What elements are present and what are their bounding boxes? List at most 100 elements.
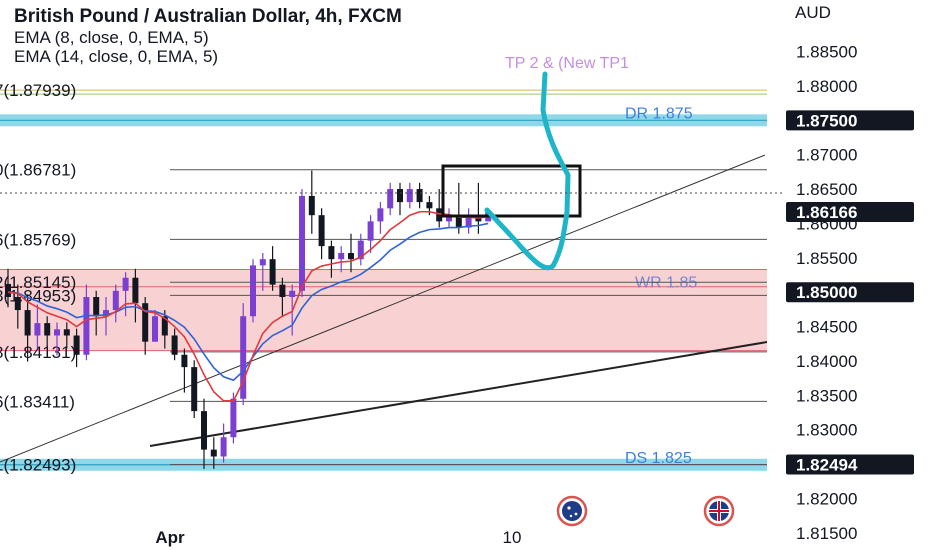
axis-currency-label: AUD [795,3,831,22]
candle-body-0 [5,283,11,297]
candle-body-14 [142,303,149,342]
price-tag-0 [786,110,914,131]
trendline-layer [0,154,768,463]
x-axis-ticks: Apr 10 [155,528,521,547]
candle-body-24 [240,316,247,399]
y-tick-1: 1.82000 [796,489,857,508]
price-tag-1 [786,202,914,223]
time-axis [0,527,785,550]
y-tick-2: 1.83000 [796,421,857,440]
candle-body-22 [220,437,227,457]
price-tag-label-2: 1.85000 [796,283,857,302]
y-tick-9: 1.87000 [796,146,857,165]
candle-body-33 [328,246,335,260]
candle-body-40 [397,189,403,203]
candle-body-16 [161,316,168,336]
candle-body-3 [34,323,41,336]
y-tick-0: 1.81500 [796,524,857,543]
candle-body-15 [152,316,158,342]
candles-layer [5,170,492,469]
trendline-thick [149,341,768,447]
candle-body-5 [54,329,60,336]
annotation-tp: TP 2 & (New TP1 [505,55,629,72]
price-tag-2 [786,282,914,303]
fib-label-1: 0(1.86781) [0,161,76,180]
candle-body-6 [63,329,70,336]
fib-label-0: 7(1.87939) [0,81,76,100]
candle-body-1 [14,297,21,311]
candle-body-4 [44,323,51,336]
flag-gb-icon[interactable] [703,495,735,527]
candle-body-34 [338,253,345,260]
zone-label-0: DR 1.875 [625,105,693,122]
candle-body-30 [299,195,305,291]
candle-body-25 [250,265,256,317]
price-tag-label-0: 1.87500 [796,111,857,130]
candle-body-19 [191,367,198,412]
candle-body-41 [406,189,413,203]
candle-body-12 [122,277,129,291]
fib-label-5: 8(1.84131) [0,343,76,362]
candle-body-23 [230,398,237,438]
trendline-thin [0,154,766,463]
candle-body-45 [446,215,452,222]
ema-layer [7,210,489,402]
y-tick-8: 1.86500 [796,180,857,199]
candle-body-13 [132,277,139,304]
x-tick-0: Apr [155,528,185,547]
candle-body-26 [259,259,266,266]
candle-body-9 [93,297,100,317]
candle-body-21 [210,449,217,457]
y-tick-6: 1.85500 [796,249,857,268]
indicator-ema-14[interactable]: EMA (14, close, 0, EMA, 5) [14,47,219,66]
fib-label-2: 6(1.85769) [0,230,76,249]
candle-body-11 [112,290,119,311]
candle-body-35 [348,253,354,260]
y-tick-5: 1.84500 [796,318,857,337]
y-tick-11: 1.88500 [796,43,857,62]
indicator-ema-8[interactable]: EMA (8, close, 0, EMA, 5) [14,28,209,47]
zone-label-2: DS 1.825 [625,450,692,467]
candle-body-2 [24,310,31,336]
price-tag-label-1: 1.86166 [796,203,857,222]
fib-label-7: 1(1.82493) [0,456,76,475]
projection-path [484,71,571,271]
fib-label-3: 2(1.85145) [0,273,76,292]
candle-body-39 [387,189,394,209]
fib-label-4: 8(1.84953) [0,286,76,305]
candle-body-8 [83,297,90,355]
candle-body-17 [171,335,178,355]
flag-au-icon[interactable] [556,495,588,527]
y-tick-3: 1.83500 [796,386,857,405]
chart-header: British Pound / Australian Dollar, 4h, F… [14,6,402,66]
candle-body-46 [455,215,462,228]
zone-label-1: WR 1.85 [635,275,697,292]
candle-body-10 [103,310,109,317]
price-tag-label-3: 1.82494 [796,455,858,474]
candle-body-32 [318,215,325,247]
candle-body-43 [426,202,433,209]
candle-body-42 [416,189,423,203]
candle-body-18 [181,354,188,368]
consolidation-box [441,164,582,218]
candle-body-36 [357,240,364,260]
price-tags: 1.87500 1.86166 1.85000 1.82494 [786,110,914,475]
fib-label-6: 6(1.83411) [0,392,75,411]
candle-body-31 [308,195,315,216]
candle-body-37 [367,221,374,241]
y-axis-ticks: 1.81500 1.82000 1.83000 1.83500 1.84000 1.845… [796,43,857,543]
drawing-layer [441,71,582,271]
y-tick-4: 1.84000 [796,352,857,371]
candle-body-28 [279,284,286,297]
ema-14-line [7,222,489,382]
y-tick-10: 1.88000 [796,77,857,96]
chart-title: British Pound / Australian Dollar, 4h, F… [14,6,402,27]
candle-body-20 [201,411,207,450]
candle-body-27 [269,259,276,285]
candle-body-7 [73,335,80,355]
candle-body-38 [377,208,384,222]
candle-body-44 [436,208,443,222]
price-tag-3 [786,454,914,475]
x-tick-1: 10 [503,528,522,547]
